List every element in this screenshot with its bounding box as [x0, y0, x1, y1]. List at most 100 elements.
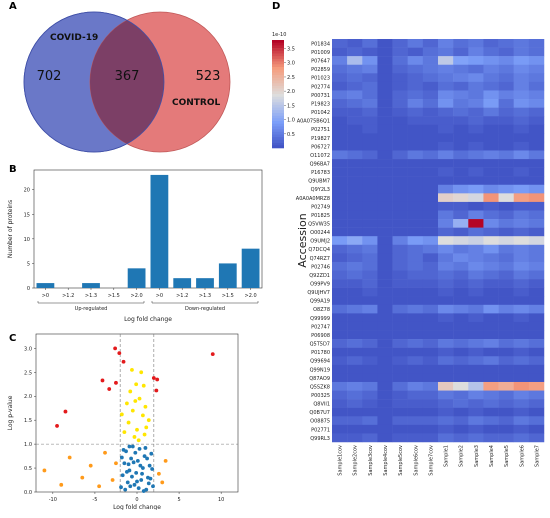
data-point — [137, 396, 142, 401]
heatmap-cell — [528, 39, 545, 48]
heatmap-cell — [347, 390, 363, 400]
heatmap-cell — [407, 193, 424, 203]
heatmap-cell — [362, 364, 378, 374]
data-point — [110, 478, 115, 482]
heatmap-cell — [407, 150, 424, 160]
heatmap-cell — [528, 313, 545, 323]
colorbar-segment — [272, 115, 284, 119]
heatmap-cell — [347, 124, 363, 134]
heatmap-cell — [377, 227, 393, 237]
heatmap-cell — [438, 193, 454, 203]
heatmap-cell — [347, 73, 363, 83]
heatmap-cell — [468, 253, 484, 263]
heatmap-cell — [498, 296, 514, 306]
heatmap-cell — [453, 339, 469, 348]
group-label: Up-regulated — [75, 306, 108, 312]
heatmap-cell — [513, 219, 530, 228]
heatmap-cell — [347, 193, 363, 203]
heatmap-cell — [438, 330, 454, 340]
heatmap-cell — [438, 81, 454, 91]
bar — [150, 174, 169, 288]
heatmap-cell — [528, 270, 545, 280]
heatmap-cell — [468, 313, 484, 323]
heatmap-cell — [528, 116, 545, 125]
heatmap-cell — [453, 287, 469, 297]
heatmap-cell — [468, 47, 484, 57]
row-label: Q99N19 — [310, 367, 330, 373]
heatmap-cell — [513, 381, 530, 391]
row-label: Q8VII1 — [313, 402, 330, 408]
heatmap-cell — [438, 364, 454, 374]
heatmap-cell — [422, 253, 439, 263]
heatmap-cell — [392, 424, 408, 434]
heatmap-cell — [438, 116, 454, 125]
heatmap-cell — [468, 356, 484, 366]
heatmap-cell — [498, 304, 514, 314]
heatmap-cell — [422, 381, 439, 391]
heatmap-cell — [392, 373, 408, 383]
data-point — [133, 399, 138, 403]
heatmap-cell — [498, 373, 514, 383]
heatmap-cell — [407, 107, 424, 117]
data-point — [136, 438, 141, 443]
heatmap-cell — [347, 313, 363, 323]
colorbar-segment — [272, 72, 284, 76]
heatmap-cell — [347, 150, 363, 160]
heatmap-cell — [362, 90, 378, 100]
colorbar-segment — [272, 58, 284, 62]
row-label: Q9UJHV7 — [307, 290, 330, 296]
heatmap-cell — [332, 399, 348, 408]
heatmap-cell — [332, 116, 348, 125]
y-tick-label: 0.5 — [24, 466, 32, 472]
heatmap-cell — [528, 330, 545, 340]
heatmap-cell — [392, 227, 408, 237]
heatmap-cell — [332, 381, 348, 391]
heatmap-cell — [438, 124, 454, 134]
column-label: Sample4cov — [383, 445, 389, 476]
venn-overlap — [90, 12, 164, 152]
heatmap-cell — [422, 193, 439, 203]
heatmap-cell — [392, 296, 408, 306]
heatmap-cell — [528, 304, 545, 314]
heatmap-cell — [332, 47, 348, 57]
heatmap-cell — [438, 313, 454, 323]
heatmap-cell — [483, 39, 499, 48]
colorbar-segment — [272, 96, 284, 100]
data-point — [141, 383, 146, 388]
data-point — [119, 485, 123, 490]
heatmap-cell — [407, 339, 424, 348]
data-point — [125, 480, 130, 485]
row-label: Q96BA7 — [310, 161, 330, 167]
heatmap-cell — [528, 373, 545, 383]
heatmap-cell — [362, 313, 378, 323]
data-point — [135, 458, 140, 463]
data-point — [140, 466, 145, 470]
heatmap-cell — [498, 261, 514, 271]
heatmap-cell — [528, 364, 545, 374]
heatmap-cell — [422, 424, 439, 434]
heatmap-cell — [528, 399, 545, 408]
group-bracket — [37, 301, 145, 304]
heatmap-cell — [362, 390, 378, 400]
heatmap-cell — [347, 201, 363, 211]
heatmap-cell — [483, 244, 499, 254]
row-label: Q5VW35 — [308, 221, 330, 227]
heatmap-cell — [513, 39, 530, 48]
colorbar-segment — [272, 61, 284, 65]
heatmap-cell — [362, 399, 378, 408]
colorbar-segment — [272, 69, 284, 73]
heatmap-cell — [362, 141, 378, 151]
volcano-plot: -10 -5 0 5 10 0.0 0.5 1.0 1.5 2.0 2.5 3.0 Log fold c… — [7, 333, 239, 510]
heatmap-cell — [438, 356, 454, 366]
heatmap-cell — [377, 407, 393, 417]
heatmap-cell — [438, 416, 454, 426]
heatmap-cell — [483, 193, 499, 203]
heatmap-cell — [438, 261, 454, 271]
heatmap-cell — [422, 416, 439, 426]
heatmap-cell — [407, 56, 424, 65]
heatmap-cell — [483, 99, 499, 108]
y-tick-label: 0 — [27, 286, 30, 292]
heatmap-cell — [498, 184, 514, 194]
heatmap-cell — [483, 347, 499, 357]
bar — [218, 263, 237, 288]
